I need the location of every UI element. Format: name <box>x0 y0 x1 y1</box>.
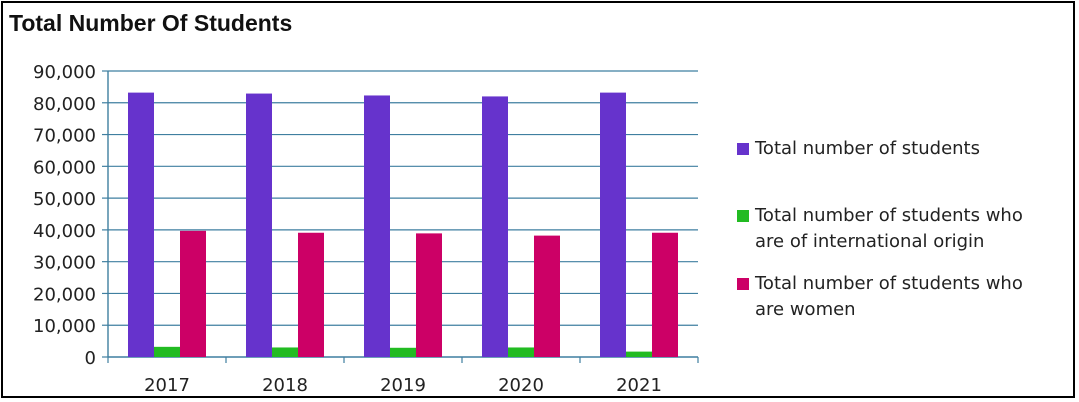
bar-international-2019 <box>390 347 416 357</box>
gridlines <box>108 70 698 326</box>
x-tick-label: 2020 <box>498 375 544 396</box>
legend-label-women: Total number of students who are women <box>755 273 1023 320</box>
x-tick-label: 2019 <box>380 375 426 396</box>
y-tick-label: 70,000 <box>33 126 96 147</box>
bar-women-2021 <box>652 232 678 357</box>
y-tick-label: 10,000 <box>33 316 96 337</box>
bar-international-2017 <box>154 346 180 357</box>
bar-women-2018 <box>298 232 324 357</box>
bars <box>128 92 678 358</box>
x-tick-label: 2017 <box>144 375 190 396</box>
bar-total-2018 <box>246 93 272 357</box>
x-tick-labels: 2017 2018 2019 2020 2021 <box>144 375 662 396</box>
legend-swatch-international <box>737 210 749 222</box>
y-tick-label: 60,000 <box>33 157 96 178</box>
bar-international-2020 <box>508 347 534 357</box>
bar-total-2019 <box>364 95 390 358</box>
bar-total-2020 <box>482 96 508 357</box>
bar-total-2021 <box>600 92 626 357</box>
chart-title: Total Number Of Students <box>9 10 293 36</box>
bar-international-2021 <box>626 351 652 357</box>
legend-swatch-women <box>737 278 749 290</box>
bar-women-2020 <box>534 235 560 357</box>
y-tick-label: 80,000 <box>33 94 96 115</box>
bar-total-2017 <box>128 92 154 357</box>
bar-women-2017 <box>180 230 206 357</box>
legend-swatch-total <box>737 143 749 155</box>
bar-women-2019 <box>416 233 442 357</box>
y-tick-labels: 0 10,000 20,000 30,000 40,000 50,000 60,000 70,… <box>33 62 96 369</box>
bar-international-2018 <box>272 347 298 357</box>
y-tick-label: 30,000 <box>33 253 96 274</box>
x-tick-label: 2021 <box>616 375 662 396</box>
legend-label-total: Total number of students <box>755 138 980 159</box>
y-tick-label: 0 <box>85 348 96 369</box>
y-tick-label: 40,000 <box>33 221 96 242</box>
y-tick-label: 90,000 <box>33 62 96 83</box>
y-tick-label: 20,000 <box>33 284 96 305</box>
legend-label-international: Total number of students who are of inte… <box>755 205 1023 252</box>
y-tick-label: 50,000 <box>33 189 96 210</box>
x-tick-label: 2018 <box>262 375 308 396</box>
